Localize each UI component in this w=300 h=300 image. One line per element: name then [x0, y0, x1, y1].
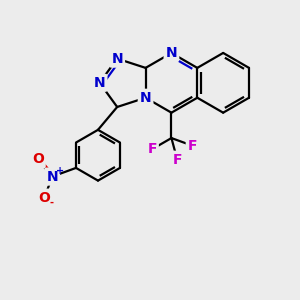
- Text: +: +: [56, 166, 64, 176]
- Text: N: N: [46, 169, 58, 184]
- Text: N: N: [140, 91, 152, 105]
- Text: N: N: [111, 52, 123, 66]
- Text: O: O: [39, 190, 50, 205]
- Text: N: N: [94, 76, 105, 90]
- Text: O: O: [32, 152, 44, 167]
- Text: F: F: [147, 142, 157, 156]
- Text: F: F: [172, 153, 182, 167]
- Text: F: F: [188, 139, 197, 153]
- Text: -: -: [49, 198, 53, 208]
- Text: N: N: [166, 46, 177, 60]
